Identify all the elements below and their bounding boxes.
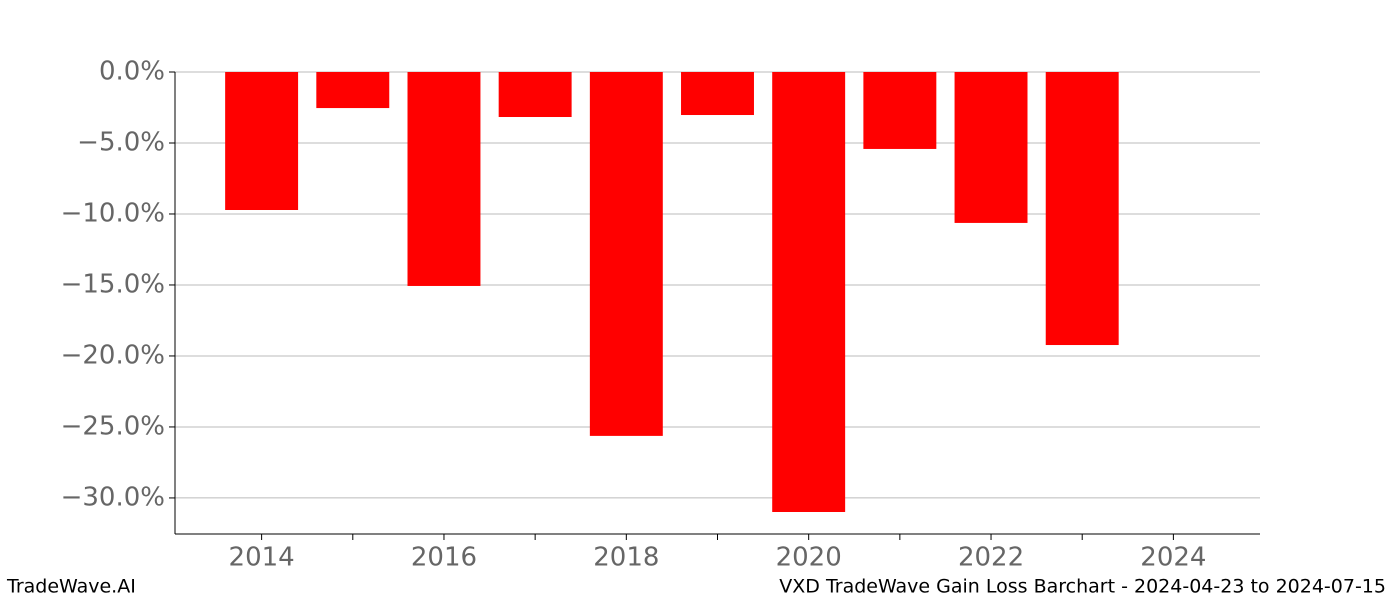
y-tick-label: −15.0% (61, 269, 165, 299)
x-tick-label: 2020 (776, 543, 842, 573)
x-tick-label: 2014 (229, 543, 295, 573)
y-tick-label: −25.0% (61, 411, 165, 441)
footer-right: VXD TradeWave Gain Loss Barchart - 2024-… (779, 576, 1386, 598)
bar (589, 72, 663, 436)
bar (1045, 72, 1119, 346)
bar (681, 72, 754, 116)
x-tick-label: 2018 (593, 543, 659, 573)
y-tick-label: −20.0% (61, 340, 165, 370)
bar (225, 72, 299, 211)
bar (772, 72, 846, 512)
x-tick-label: 2016 (411, 543, 477, 573)
footer-left: TradeWave.AI (6, 576, 136, 598)
y-tick-label: −30.0% (61, 482, 165, 512)
bar (498, 72, 572, 118)
y-tick-label: −5.0% (77, 127, 165, 157)
y-tick-label: 0.0% (99, 57, 165, 87)
bar (863, 72, 937, 149)
bar (316, 72, 390, 109)
x-tick-label: 2024 (1140, 543, 1206, 573)
x-tick-label: 2022 (958, 543, 1024, 573)
bar (954, 72, 1028, 223)
bar (407, 72, 481, 286)
y-tick-label: −10.0% (61, 198, 165, 228)
